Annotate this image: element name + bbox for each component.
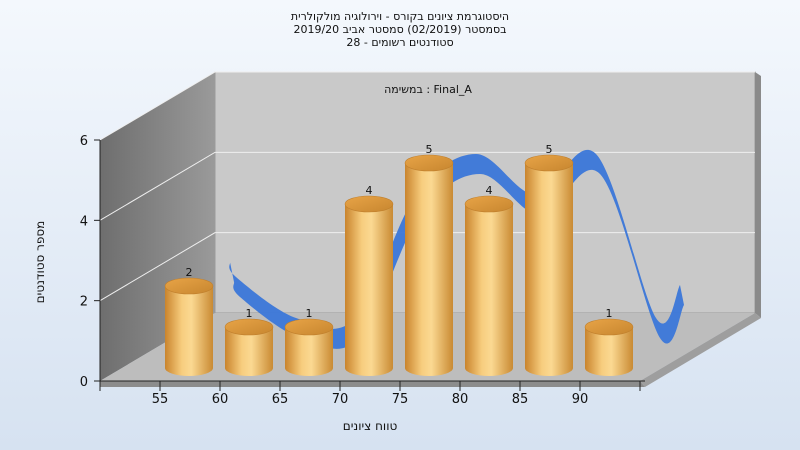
x-tick-label: 75: [392, 392, 409, 407]
bar-top: [224, 318, 274, 336]
right-wall-edge: [755, 72, 761, 318]
x-tick-label: 70: [332, 392, 349, 407]
chart-title: היסטוגרמת ציונים בקורס - וירולוגיה מולקו…: [0, 10, 800, 49]
annotation-text: Final_A : במשימה: [384, 83, 472, 96]
bar: 4: [344, 184, 394, 376]
gridlines: [99, 71, 755, 302]
bar: 1: [224, 307, 274, 376]
bar-data-label: 4: [486, 184, 493, 197]
x-tick-label: 80: [452, 392, 469, 407]
x-tick-label: 65: [272, 392, 289, 407]
bar-data-label: 5: [546, 143, 553, 156]
bar-body: [405, 163, 453, 376]
bar: 1: [284, 307, 334, 376]
bar: 5: [524, 143, 574, 376]
y-tick-label: 4: [80, 214, 88, 229]
bar-top: [524, 154, 574, 172]
bar-body: [585, 327, 633, 376]
bar-body: [285, 327, 333, 376]
y-ticks: 0 2 4 6: [80, 134, 100, 390]
bar: 1: [584, 307, 634, 376]
bar-data-label: 1: [246, 307, 253, 320]
chart-title-line-1: היסטוגרמת ציונים בקורס - וירולוגיה מולקו…: [290, 10, 510, 23]
bar: 4: [464, 184, 514, 376]
bar-body: [345, 204, 393, 376]
x-tick-label: 60: [212, 392, 229, 407]
y-tick-label: 2: [80, 295, 88, 310]
y-tick-label: 0: [80, 375, 88, 390]
bar-top: [404, 154, 454, 172]
bar-data-label: 5: [426, 143, 433, 156]
gridline: [99, 232, 755, 302]
y-axis-label: מספר סטודנטים: [33, 221, 47, 304]
bar-top: [344, 195, 394, 213]
bar-top: [164, 277, 214, 295]
bar-data-label: 1: [606, 307, 613, 320]
chart-title-line-3: סטודנטים רשומים - 28: [346, 36, 454, 49]
x-tick-label: 85: [512, 392, 529, 407]
bar: 5: [404, 143, 454, 376]
floor-front-edge: [100, 381, 645, 387]
x-axis-label: טווח ציונים: [343, 419, 398, 433]
gridline: [99, 71, 755, 141]
floor-right-edge: [640, 313, 761, 387]
bar-data-label: 1: [306, 307, 313, 320]
bar-data-label: 4: [366, 184, 373, 197]
bar-body: [465, 204, 513, 376]
bar-top: [584, 318, 634, 336]
bar-data-label: 2: [186, 266, 193, 279]
bar-top: [284, 318, 334, 336]
x-ticks: 55 60 65 70 75 80 85 90: [99, 381, 641, 407]
chart-title-line-2: בסמסטר (02/2019) סמסטר אביב 2019/20: [293, 23, 507, 36]
bar-body: [525, 163, 573, 376]
bar: 2: [164, 266, 214, 376]
bar-body: [165, 286, 213, 376]
bar-body: [225, 327, 273, 376]
x-tick-label: 55: [152, 392, 169, 407]
y-tick-label: 6: [80, 134, 88, 149]
x-tick-label: 90: [572, 392, 589, 407]
gridline: [99, 151, 755, 221]
bars: 2 1 1 4 5 4 5 1: [164, 143, 634, 376]
bar-top: [464, 195, 514, 213]
